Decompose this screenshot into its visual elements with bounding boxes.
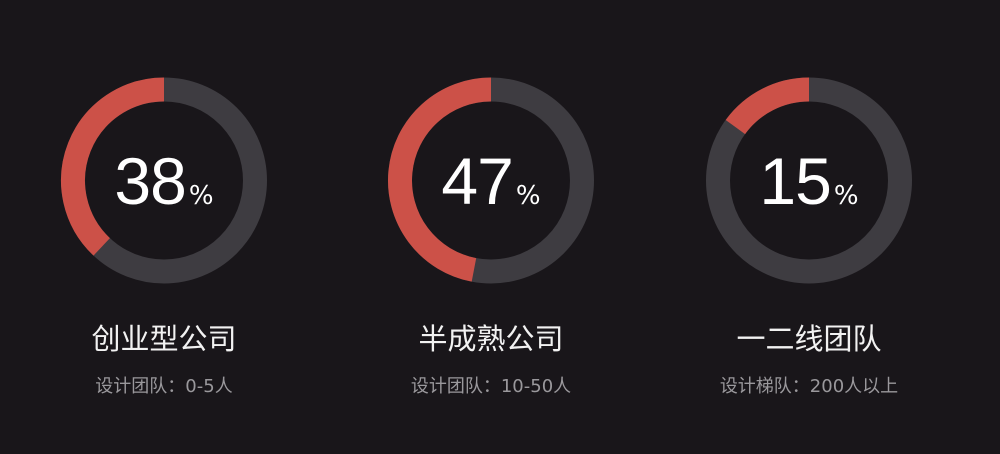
unit: %: [833, 181, 859, 211]
subtitle: 设计梯队：200人以上: [719, 376, 899, 397]
title: 半成熟公司: [418, 322, 564, 356]
percent-label: 47%: [341, 143, 641, 219]
value: 47: [441, 144, 513, 218]
donut-value-arc: [725, 77, 810, 135]
value: 38: [114, 144, 186, 218]
donut-value-arc: [388, 77, 492, 282]
percent-label: 38%: [14, 143, 314, 219]
donut-value-arc: [61, 77, 165, 256]
unit: %: [188, 181, 214, 211]
percent-label: 15%: [659, 143, 959, 219]
subtitle: 设计团队：10-50人: [410, 376, 572, 397]
title: 创业型公司: [91, 322, 237, 356]
unit: %: [515, 181, 541, 211]
subtitle: 设计团队：0-5人: [95, 376, 233, 397]
value: 15: [759, 144, 831, 218]
title: 一二线团队: [736, 322, 882, 356]
